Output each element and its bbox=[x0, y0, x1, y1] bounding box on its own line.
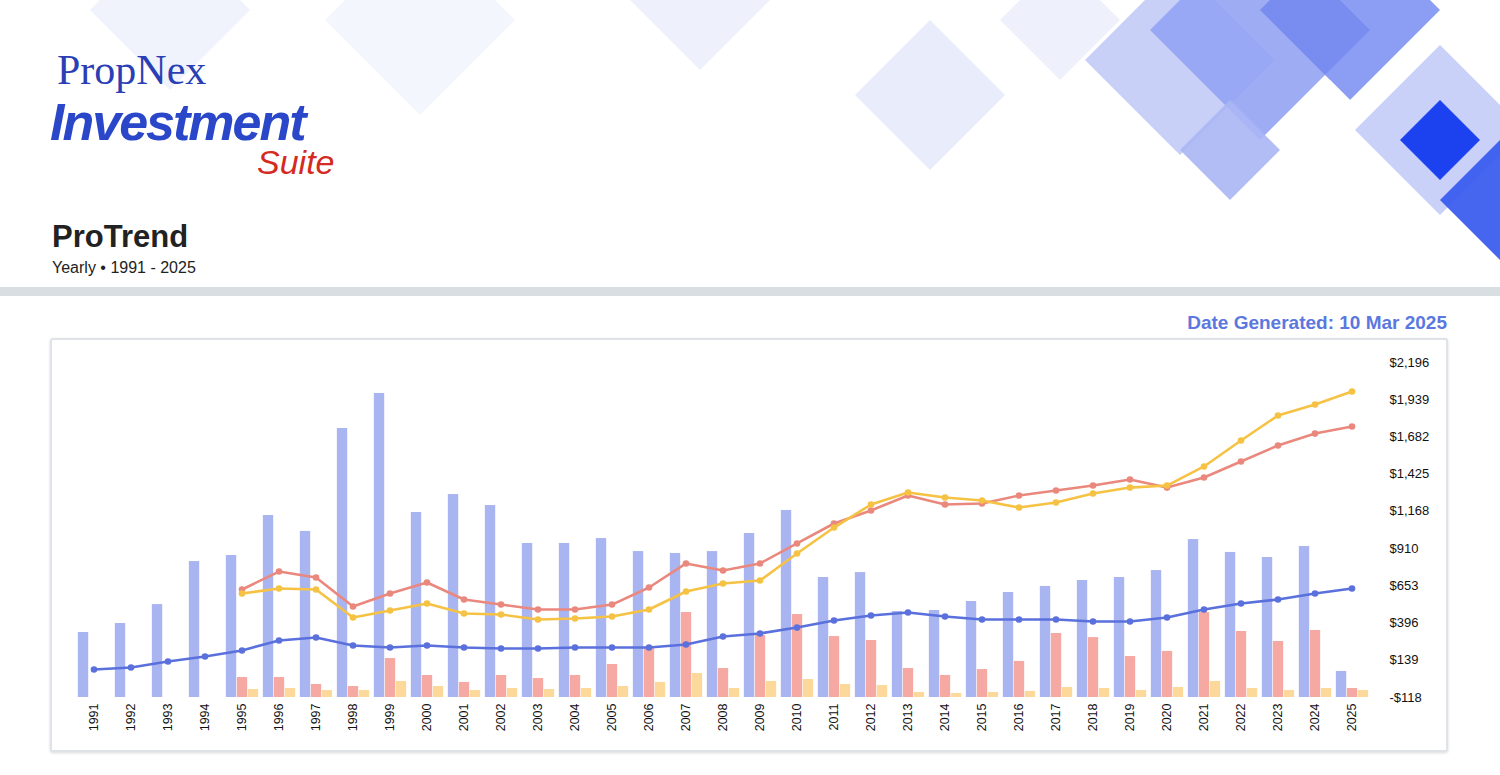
svg-text:2003: 2003 bbox=[531, 703, 545, 731]
svg-text:2025: 2025 bbox=[1345, 703, 1359, 731]
svg-text:$1,682: $1,682 bbox=[1390, 429, 1430, 444]
svg-text:1992: 1992 bbox=[124, 703, 138, 731]
svg-text:2024: 2024 bbox=[1308, 703, 1322, 731]
html-text:PropNex: PropNex bbox=[57, 47, 207, 93]
svg-text:2017: 2017 bbox=[1049, 703, 1063, 731]
svg-text:$1,425: $1,425 bbox=[1390, 466, 1430, 481]
svg-text:2011: 2011 bbox=[827, 703, 841, 730]
svg-text:2021: 2021 bbox=[1197, 703, 1211, 731]
svg-text:2001: 2001 bbox=[457, 703, 471, 731]
svg-text:2015: 2015 bbox=[975, 703, 989, 731]
svg-text:2016: 2016 bbox=[1012, 703, 1026, 731]
svg-text:1991: 1991 bbox=[87, 703, 101, 731]
svg-text:$910: $910 bbox=[1390, 541, 1419, 556]
svg-text:2022: 2022 bbox=[1234, 703, 1248, 731]
svg-text:$396: $396 bbox=[1390, 615, 1419, 630]
svg-text:1995: 1995 bbox=[235, 703, 249, 731]
svg-text:$2,196: $2,196 bbox=[1390, 355, 1430, 370]
svg-text:2004: 2004 bbox=[568, 703, 582, 731]
svg-text:2020: 2020 bbox=[1160, 703, 1174, 731]
svg-text:1996: 1996 bbox=[272, 703, 286, 731]
html-text:Suite: Suite bbox=[257, 143, 335, 181]
svg-text:$139: $139 bbox=[1390, 652, 1419, 667]
svg-text:2009: 2009 bbox=[753, 703, 767, 731]
svg-text:2006: 2006 bbox=[642, 703, 656, 731]
svg-text:1999: 1999 bbox=[383, 703, 397, 731]
html-text:ProTrend: ProTrend bbox=[52, 219, 189, 254]
svg-text:2002: 2002 bbox=[494, 703, 508, 731]
html-text:Date Generated: 10 Mar 2025: Date Generated: 10 Mar 2025 bbox=[1187, 312, 1447, 333]
html-text:Investment: Investment bbox=[50, 93, 305, 151]
svg-text:2018: 2018 bbox=[1086, 703, 1100, 731]
svg-text:2019: 2019 bbox=[1123, 703, 1137, 731]
svg-text:-$118: -$118 bbox=[1390, 690, 1422, 705]
html-text:Yearly • 1991 - 2025: Yearly • 1991 - 2025 bbox=[52, 259, 196, 276]
svg-text:2010: 2010 bbox=[790, 703, 804, 731]
svg-text:1993: 1993 bbox=[161, 703, 175, 731]
svg-text:$1,939: $1,939 bbox=[1390, 392, 1430, 407]
svg-text:$1,168: $1,168 bbox=[1390, 503, 1430, 518]
svg-text:2007: 2007 bbox=[679, 703, 693, 731]
svg-text:1994: 1994 bbox=[198, 703, 212, 731]
svg-text:1998: 1998 bbox=[346, 703, 360, 731]
svg-text:2014: 2014 bbox=[938, 703, 952, 731]
svg-text:2023: 2023 bbox=[1271, 703, 1285, 731]
svg-text:2013: 2013 bbox=[901, 703, 915, 731]
svg-text:2000: 2000 bbox=[420, 703, 434, 731]
svg-text:2005: 2005 bbox=[605, 703, 619, 731]
svg-text:1997: 1997 bbox=[309, 703, 323, 731]
svg-text:2008: 2008 bbox=[716, 703, 730, 731]
svg-text:2012: 2012 bbox=[864, 703, 878, 731]
svg-text:$653: $653 bbox=[1390, 578, 1419, 593]
